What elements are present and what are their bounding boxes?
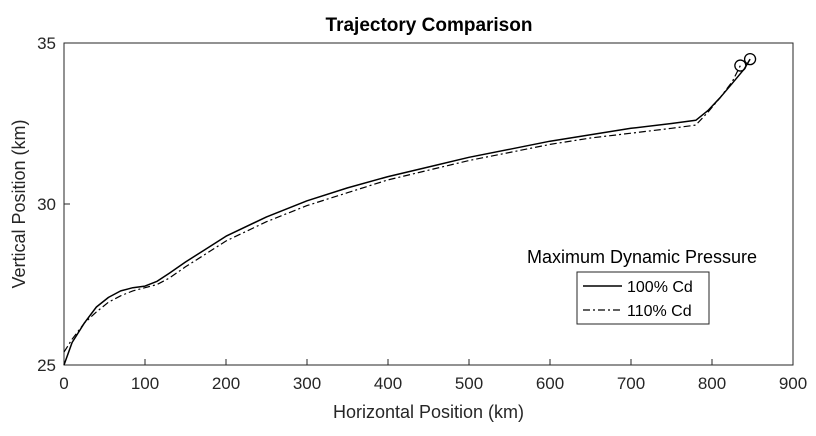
legend-label-110-cd: 110% Cd [627, 303, 692, 320]
x-axis-label: Horizontal Position (km) [333, 402, 524, 422]
x-tick-label: 500 [455, 374, 483, 393]
end-marker-100-cd [743, 52, 757, 66]
x-tick-label: 700 [617, 374, 645, 393]
y-axis: 25 30 35 [37, 34, 70, 375]
x-tick-label: 400 [374, 374, 402, 393]
x-tick-label: 100 [131, 374, 159, 393]
series-line-110-cd [63, 65, 741, 353]
y-axis-label: Vertical Position (km) [9, 119, 29, 288]
legend-entry-110-cd: 110% Cd [583, 303, 692, 320]
legend-label-100-cd: 100% Cd [627, 279, 693, 296]
chart-title: Trajectory Comparison [326, 15, 533, 36]
x-axis: 0 100 200 300 400 500 600 700 800 900 [59, 359, 807, 393]
x-tick-label: 200 [212, 374, 240, 393]
x-tick-label: 300 [293, 374, 321, 393]
x-tick-label: 800 [698, 374, 726, 393]
series-layer [63, 52, 757, 366]
y-tick-label: 35 [37, 34, 56, 53]
legend-box [576, 271, 710, 325]
x-tick-label: 0 [59, 374, 68, 393]
x-tick-label: 900 [779, 374, 807, 393]
y-tick-label: 30 [37, 195, 56, 214]
legend-title: Maximum Dynamic Pressure [527, 247, 757, 267]
x-tick-label: 600 [536, 374, 564, 393]
y-tick-label: 25 [37, 356, 56, 375]
legend-entry-100-cd: 100% Cd [583, 279, 693, 296]
end-marker-110-cd [734, 59, 747, 72]
series-line-100-cd [63, 58, 751, 366]
